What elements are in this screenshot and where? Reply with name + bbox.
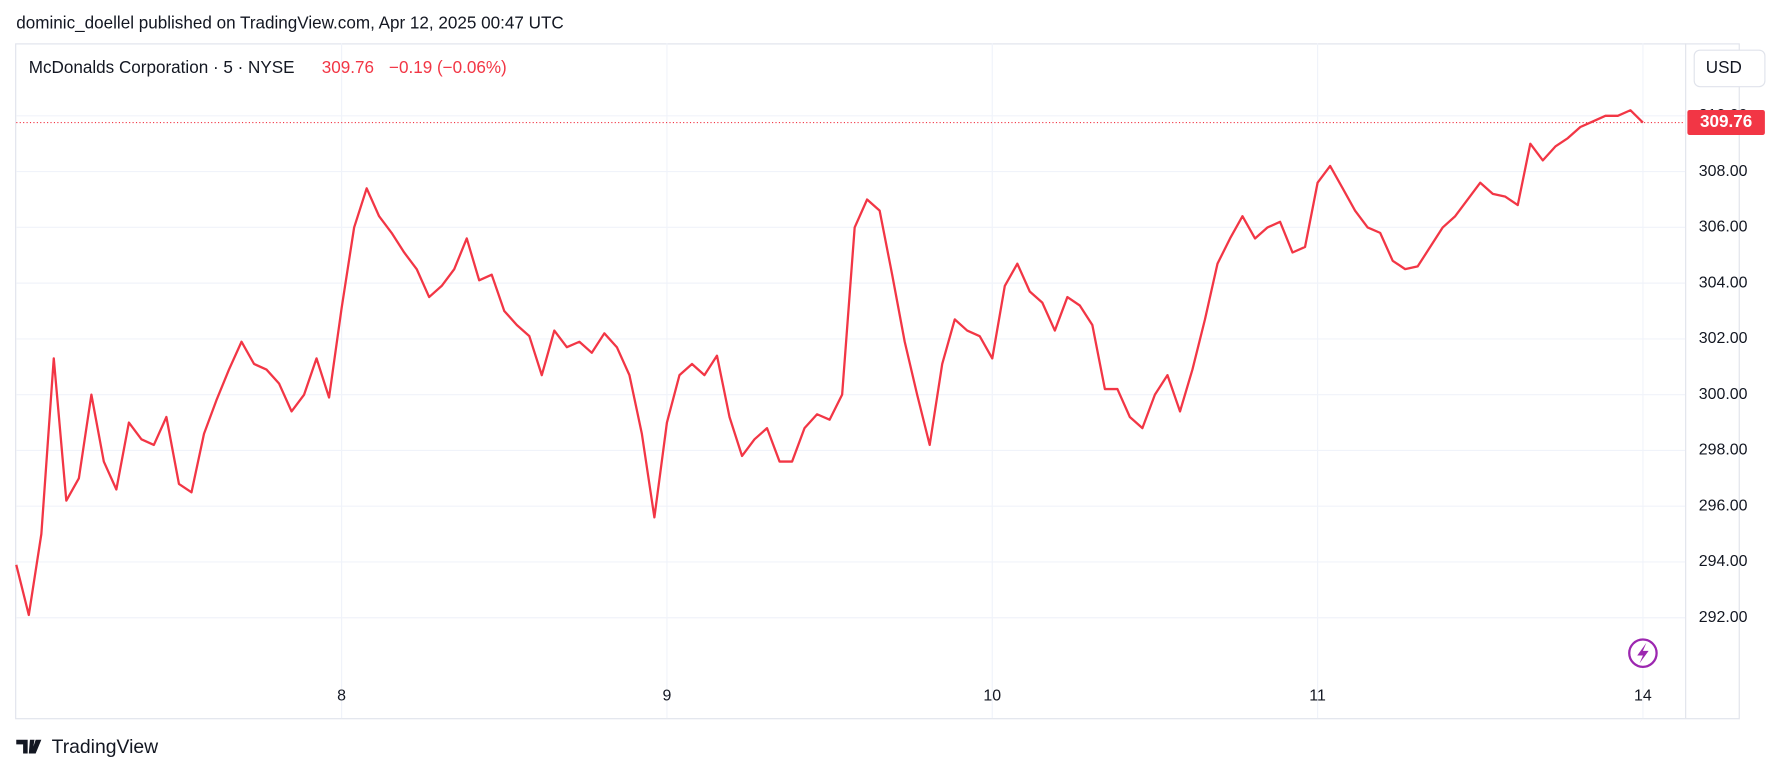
plot bbox=[15, 109, 1686, 617]
last-price-tag bbox=[1687, 109, 1765, 136]
y-tick-label: 302.00 bbox=[1699, 330, 1748, 347]
x-tick-label: 8 bbox=[337, 688, 346, 705]
y-tick-label: 294.00 bbox=[1699, 553, 1748, 570]
y-tick-label: 292.00 bbox=[1699, 609, 1748, 626]
x-tick-label: 9 bbox=[662, 688, 671, 705]
x-tick-label: 14 bbox=[1634, 688, 1652, 705]
currency-box[interactable] bbox=[1693, 49, 1766, 88]
y-tick-label: 306.00 bbox=[1699, 219, 1748, 236]
y-tick-label: 300.00 bbox=[1699, 386, 1748, 403]
y-tick-label: 304.00 bbox=[1699, 274, 1748, 291]
chart-frame bbox=[15, 43, 1740, 720]
last-price-label: 309.76 bbox=[1700, 112, 1752, 131]
lightning-icon[interactable] bbox=[1628, 638, 1658, 668]
y-tick-label: 296.00 bbox=[1699, 497, 1748, 514]
symbol-name: McDonalds Corporation · 5 · NYSE bbox=[29, 58, 295, 77]
currency[interactable]: USD bbox=[1706, 58, 1742, 77]
x-tick-label: 10 bbox=[983, 688, 1001, 705]
x-tick-label: 11 bbox=[1309, 688, 1326, 705]
price-line bbox=[15, 109, 1644, 617]
grid bbox=[16, 43, 1686, 719]
brand: TradingView bbox=[52, 736, 160, 758]
legend-price: 309.76 bbox=[322, 58, 374, 77]
y-tick-label: 308.00 bbox=[1699, 163, 1748, 180]
axes: 292.00 294.00 296.00 298.00 300.00 302.00 304.… bbox=[337, 107, 1765, 705]
legend-change: −0.19 (−0.06%) bbox=[389, 58, 507, 77]
brand-logo bbox=[16, 739, 42, 754]
publisher-line: dominic_doellel published on TradingView… bbox=[16, 13, 563, 32]
y-tick-label: 298.00 bbox=[1699, 442, 1748, 459]
